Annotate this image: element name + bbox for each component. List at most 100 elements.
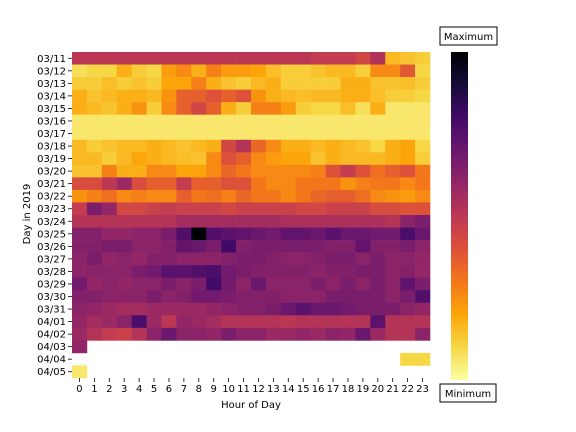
heatmap-cell	[355, 265, 371, 278]
heatmap-cell	[370, 77, 386, 90]
heatmap-cell	[131, 327, 147, 341]
heatmap-cell	[340, 89, 356, 103]
heatmap-cell	[310, 240, 326, 253]
y-tick-label: 03/25	[37, 229, 66, 240]
y-tick-label: 03/16	[37, 116, 66, 127]
heatmap-cell	[176, 102, 192, 115]
heatmap-cell	[131, 89, 147, 103]
heatmap-cell	[206, 327, 222, 341]
heatmap-cell	[86, 227, 103, 241]
heatmap-cell	[72, 164, 88, 178]
heatmap-cell	[415, 64, 431, 78]
heatmap-cell	[101, 202, 118, 216]
heatmap-cell	[310, 189, 326, 203]
heatmap-cell	[280, 202, 297, 216]
heatmap-cell	[310, 102, 326, 115]
heatmap-cell	[415, 240, 431, 253]
heatmap-cell	[355, 327, 371, 341]
y-tick-label: 04/05	[37, 367, 66, 378]
heatmap-cell	[221, 290, 237, 304]
heatmap-cell	[101, 227, 118, 241]
heatmap-cell	[251, 277, 267, 291]
heatmap-cell	[191, 177, 207, 191]
y-tick-label: 04/01	[37, 317, 66, 328]
heatmap-cell	[400, 114, 416, 128]
heatmap-cell	[221, 189, 237, 203]
heatmap-cell	[191, 227, 207, 241]
heatmap-cell	[206, 102, 222, 115]
heatmap-cell	[370, 327, 386, 341]
heatmap-cell	[325, 240, 341, 253]
heatmap-cell	[101, 189, 118, 203]
heatmap-cell	[116, 302, 132, 316]
x-tick-label: 22	[401, 384, 414, 395]
heatmap-cell	[191, 127, 207, 141]
heatmap-cell	[206, 189, 222, 203]
heatmap-cell	[146, 177, 162, 191]
heatmap-cell	[265, 152, 282, 166]
heatmap-cell	[191, 189, 207, 203]
heatmap-cell	[265, 189, 282, 203]
heatmap-cell	[251, 202, 267, 216]
heatmap-cell	[265, 139, 282, 153]
heatmap-cell	[295, 164, 311, 178]
heatmap-cell	[325, 202, 341, 216]
heatmap-cell	[265, 277, 282, 291]
heatmap-cell	[131, 240, 147, 253]
heatmap-cell	[295, 64, 311, 78]
heatmap-cell	[116, 227, 132, 241]
heatmap-cell	[415, 265, 431, 278]
heatmap-cell	[415, 189, 431, 203]
heatmap-cell	[221, 215, 237, 228]
heatmap-cell	[221, 114, 237, 128]
heatmap-cell	[86, 189, 103, 203]
heatmap-cell	[72, 302, 88, 316]
heatmap-cell	[415, 290, 431, 304]
heatmap-cell	[191, 265, 207, 278]
heatmap-cell	[265, 64, 282, 78]
heatmap-cell	[385, 277, 401, 291]
heatmap-cell	[310, 252, 326, 266]
heatmap-cell	[325, 189, 341, 203]
heatmap-cell	[146, 114, 162, 128]
heatmap-cell	[221, 139, 237, 153]
heatmap-cell	[280, 139, 297, 153]
heatmap-cell	[400, 177, 416, 191]
heatmap-cell	[86, 64, 103, 78]
heatmap-cell	[251, 327, 267, 341]
heatmap-cell	[161, 89, 177, 103]
heatmap-cell	[400, 102, 416, 115]
heatmap-cell	[325, 302, 341, 316]
heatmap-cell	[295, 252, 311, 266]
heatmap-cell	[325, 139, 341, 153]
heatmap-cell	[325, 114, 341, 128]
heatmap-cell	[251, 189, 267, 203]
x-tick-label: 15	[297, 384, 310, 395]
heatmap-cell	[206, 252, 222, 266]
heatmap-cell	[131, 102, 147, 115]
heatmap-cell	[146, 240, 162, 253]
heatmap-cell	[415, 315, 431, 329]
x-tick-label: 7	[181, 384, 187, 395]
heatmap-cell	[370, 189, 386, 203]
heatmap-cell	[280, 315, 297, 329]
heatmap-cell	[251, 114, 267, 128]
heatmap-cell	[236, 152, 252, 166]
heatmap-cell	[415, 227, 431, 241]
y-tick-label: 03/30	[37, 292, 66, 303]
heatmap-cell	[116, 265, 132, 278]
heatmap-cell	[325, 164, 341, 178]
heatmap-cell	[146, 215, 162, 228]
heatmap-cell	[280, 290, 297, 304]
heatmap-cell	[310, 315, 326, 329]
heatmap-cell	[370, 265, 386, 278]
heatmap-cell	[370, 202, 386, 216]
heatmap-cell	[221, 152, 237, 166]
heatmap-cell	[72, 52, 88, 65]
heatmap-cell	[131, 227, 147, 241]
heatmap-cell	[415, 252, 431, 266]
x-tick-label: 21	[386, 384, 399, 395]
heatmap-cell	[131, 177, 147, 191]
heatmap-cell	[146, 77, 162, 90]
heatmap-cell	[280, 52, 297, 65]
